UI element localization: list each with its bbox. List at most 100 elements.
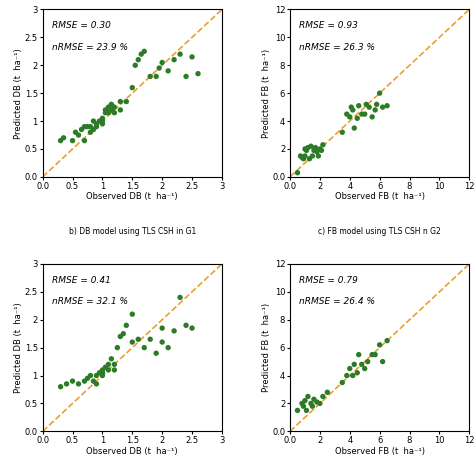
Text: RMSE = 0.79: RMSE = 0.79 xyxy=(299,276,358,285)
Point xyxy=(72,128,79,136)
Point xyxy=(117,98,124,105)
Point xyxy=(92,123,100,130)
Point xyxy=(301,152,309,160)
Point xyxy=(90,117,97,125)
Point xyxy=(78,126,85,133)
Text: b) DB model using TLS CSH in G1: b) DB model using TLS CSH in G1 xyxy=(69,227,196,236)
Point xyxy=(164,67,172,74)
Point xyxy=(309,402,316,410)
Point xyxy=(84,374,91,382)
Point xyxy=(140,344,148,351)
Point xyxy=(99,115,106,122)
Point xyxy=(349,106,356,114)
Point xyxy=(182,321,190,329)
Point xyxy=(122,321,130,329)
Point xyxy=(158,338,166,346)
Point xyxy=(301,145,309,153)
Point xyxy=(310,146,318,154)
Point xyxy=(164,344,172,351)
Point xyxy=(371,106,379,114)
Point xyxy=(343,110,351,118)
Point xyxy=(60,134,67,142)
Point xyxy=(131,62,139,69)
Point xyxy=(313,398,321,406)
Point xyxy=(128,84,136,91)
Point xyxy=(105,103,112,111)
Point xyxy=(354,369,361,376)
Point xyxy=(361,365,368,373)
X-axis label: Observed FB (t  ha⁻¹): Observed FB (t ha⁻¹) xyxy=(335,447,425,456)
Point xyxy=(81,123,88,130)
Text: nRMSE = 26.4 %: nRMSE = 26.4 % xyxy=(299,297,375,306)
Point xyxy=(346,365,354,373)
Y-axis label: Predicted DB (t  ha⁻¹): Predicted DB (t ha⁻¹) xyxy=(14,48,23,138)
Point xyxy=(137,50,145,58)
Point xyxy=(304,392,312,400)
X-axis label: Observed FB (t  ha⁻¹): Observed FB (t ha⁻¹) xyxy=(335,192,425,201)
Point xyxy=(128,338,136,346)
Y-axis label: Predicted FB (t  ha⁻¹): Predicted FB (t ha⁻¹) xyxy=(262,49,271,138)
Point xyxy=(379,358,386,365)
Point xyxy=(309,152,316,160)
Point xyxy=(63,380,70,388)
Point xyxy=(90,126,97,133)
Point xyxy=(364,358,372,365)
Point xyxy=(75,131,82,139)
Point xyxy=(383,337,391,345)
Text: nRMSE = 32.1 %: nRMSE = 32.1 % xyxy=(52,297,128,306)
Point xyxy=(155,64,163,72)
Point xyxy=(87,123,94,130)
Point xyxy=(188,324,196,332)
Point xyxy=(152,349,160,357)
Point xyxy=(324,389,331,396)
Point xyxy=(304,144,312,151)
Point xyxy=(57,383,64,391)
Point xyxy=(176,293,184,301)
Point xyxy=(69,137,76,145)
Point xyxy=(318,146,325,154)
Point xyxy=(99,369,106,376)
Point xyxy=(383,102,391,109)
Point xyxy=(368,113,376,121)
Point xyxy=(379,103,386,111)
Point xyxy=(99,117,106,125)
Point xyxy=(349,372,356,379)
Text: nRMSE = 26.3 %: nRMSE = 26.3 % xyxy=(299,43,375,52)
Point xyxy=(358,361,365,368)
Point xyxy=(128,310,136,318)
Point xyxy=(376,341,383,349)
Point xyxy=(92,380,100,388)
Point xyxy=(297,152,304,160)
Point xyxy=(158,324,166,332)
Point xyxy=(310,395,318,403)
Point xyxy=(117,106,124,114)
Point xyxy=(114,344,121,351)
Point xyxy=(368,351,376,358)
Point xyxy=(294,407,301,414)
Text: nRMSE = 23.9 %: nRMSE = 23.9 % xyxy=(52,43,128,52)
Point xyxy=(96,117,103,125)
Point xyxy=(87,128,94,136)
Point xyxy=(135,336,142,343)
Point xyxy=(170,327,178,335)
Point xyxy=(99,366,106,374)
Point xyxy=(319,141,327,148)
Point xyxy=(194,70,202,77)
Point xyxy=(300,402,307,410)
Point xyxy=(316,400,324,407)
Point xyxy=(354,115,361,122)
Point xyxy=(307,142,315,150)
Point xyxy=(105,366,112,374)
X-axis label: Observed DB (t  ha⁻¹): Observed DB (t ha⁻¹) xyxy=(86,447,178,456)
Point xyxy=(101,364,109,371)
Text: RMSE = 0.93: RMSE = 0.93 xyxy=(299,21,358,30)
Point xyxy=(92,120,100,128)
Point xyxy=(108,100,115,108)
Point xyxy=(117,333,124,340)
Y-axis label: Predicted DB (t  ha⁻¹): Predicted DB (t ha⁻¹) xyxy=(14,302,23,393)
Point xyxy=(343,372,351,379)
Point xyxy=(182,73,190,80)
Point xyxy=(110,366,118,374)
Point xyxy=(315,152,322,160)
Point xyxy=(313,148,321,155)
